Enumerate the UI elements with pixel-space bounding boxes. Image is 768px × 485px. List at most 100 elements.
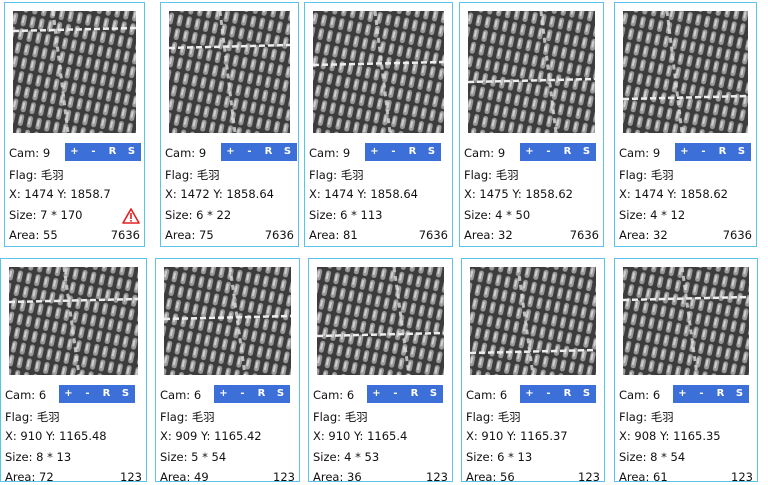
tool-button[interactable]: S	[737, 146, 746, 157]
tool-button[interactable]: R	[718, 146, 727, 157]
tool-button[interactable]: R	[410, 388, 419, 399]
flag-value: 毛羽	[497, 409, 521, 424]
cam-row: Cam: 6	[466, 388, 507, 402]
area-label: Area:	[313, 470, 344, 484]
defect-card: Cam: 6 + - R S Flag: 毛羽 X: 910 Y: 1165.4 Size: …	[308, 258, 453, 484]
tool-button[interactable]: R	[716, 388, 725, 399]
size-value: 4 * 12	[650, 207, 686, 222]
y-value: 1858.64	[226, 187, 274, 201]
tool-button[interactable]: -	[546, 388, 551, 399]
cam-value: 6	[193, 388, 202, 402]
defect-image	[313, 11, 444, 133]
area-value: 81	[343, 228, 358, 242]
tool-button[interactable]: +	[370, 146, 379, 157]
y-value: 1165.48	[59, 429, 107, 443]
card-id: 7636	[418, 228, 448, 242]
cam-row: Cam: 6	[160, 388, 201, 402]
tool-button[interactable]: +	[525, 388, 534, 399]
area-row: Area: 72	[5, 470, 54, 484]
position-row: X: 908 Y: 1165.35	[619, 429, 721, 443]
tool-button[interactable]: -	[391, 146, 396, 157]
area-row: Area: 32	[619, 228, 668, 242]
tool-button[interactable]: S	[582, 388, 591, 399]
tool-button[interactable]: S	[121, 388, 130, 399]
defect-image	[623, 267, 749, 375]
tool-button[interactable]: S	[582, 146, 591, 157]
area-value: 49	[194, 470, 209, 484]
defect-card: Cam: 9 + - R S Flag: 毛羽 X: 1474 Y: 1858.62 Size…	[614, 2, 757, 247]
cam-value: 9	[42, 146, 51, 160]
defect-card: Cam: 9 + - R S Flag: 毛羽 X: 1475 Y: 1858.62 Size…	[459, 2, 604, 247]
flag-label: Flag:	[160, 409, 189, 424]
size-label: Size:	[466, 449, 494, 464]
tool-button[interactable]: R	[408, 146, 417, 157]
defect-image	[164, 267, 291, 375]
tool-button[interactable]: -	[91, 146, 96, 157]
tool-button[interactable]: -	[247, 146, 252, 157]
button-bar: + - R S	[65, 143, 141, 161]
y-label: Y:	[660, 429, 670, 443]
x-value: 1475	[479, 187, 509, 201]
area-row: Area: 75	[165, 228, 214, 242]
flag-row: Flag: 毛羽	[619, 167, 674, 183]
tool-button[interactable]: R	[257, 388, 266, 399]
area-label: Area:	[309, 228, 340, 242]
position-row: X: 910 Y: 1165.4	[313, 429, 407, 443]
tool-button[interactable]: R	[264, 146, 273, 157]
tool-button[interactable]: -	[546, 146, 551, 157]
x-value: 908	[634, 429, 657, 443]
tool-button[interactable]: -	[85, 388, 90, 399]
tool-button[interactable]: +	[219, 388, 228, 399]
x-value: 909	[175, 429, 198, 443]
tool-button[interactable]: S	[283, 146, 292, 157]
flag-label: Flag:	[619, 409, 648, 424]
tool-button[interactable]: +	[372, 388, 381, 399]
tool-button[interactable]: S	[427, 146, 436, 157]
tool-button[interactable]: +	[525, 146, 534, 157]
x-value: 1472	[180, 187, 210, 201]
area-label: Area:	[619, 228, 650, 242]
y-label: Y:	[507, 429, 517, 443]
tool-button[interactable]: R	[102, 388, 111, 399]
tool-button[interactable]: +	[70, 146, 79, 157]
cam-label: Cam:	[619, 388, 650, 402]
tool-button[interactable]: S	[429, 388, 438, 399]
tool-button[interactable]: S	[735, 388, 744, 399]
tool-button[interactable]: S	[276, 388, 285, 399]
tool-button[interactable]: -	[393, 388, 398, 399]
flag-row: Flag: 毛羽	[9, 167, 64, 183]
tool-button[interactable]: +	[64, 388, 73, 399]
tool-button[interactable]: +	[678, 388, 687, 399]
tool-button[interactable]: R	[108, 146, 117, 157]
flag-label: Flag:	[619, 167, 648, 182]
tool-button[interactable]: R	[563, 146, 572, 157]
flag-value: 毛羽	[344, 409, 368, 424]
area-label: Area:	[466, 470, 497, 484]
cam-value: 9	[497, 146, 506, 160]
flag-value: 毛羽	[40, 167, 64, 182]
area-row: Area: 55	[9, 228, 58, 242]
flag-row: Flag: 毛羽	[466, 409, 521, 425]
size-label: Size:	[619, 207, 647, 222]
tool-button[interactable]: +	[226, 146, 235, 157]
area-label: Area:	[9, 228, 40, 242]
tool-button[interactable]: R	[563, 388, 572, 399]
defect-card: Cam: 6 + - R S Flag: 毛羽 X: 910 Y: 1165.37 Size:…	[461, 258, 605, 484]
size-row: Size: 8 * 13	[5, 450, 71, 464]
tool-button[interactable]: +	[680, 146, 689, 157]
tool-button[interactable]: S	[127, 146, 136, 157]
area-row: Area: 36	[313, 470, 362, 484]
y-value: 1858.62	[525, 187, 573, 201]
y-label: Y:	[46, 429, 56, 443]
cam-label: Cam:	[464, 146, 495, 160]
defect-card: Cam: 9 + - R S Flag: 毛羽 X: 1474 Y: 1858.7 Size:…	[4, 2, 145, 247]
size-value: 8 * 13	[36, 449, 72, 464]
tool-button[interactable]: -	[240, 388, 245, 399]
defect-image	[468, 11, 595, 133]
tool-button[interactable]: -	[701, 146, 706, 157]
card-id: 123	[731, 470, 753, 484]
area-row: Area: 49	[160, 470, 209, 484]
tool-button[interactable]: -	[699, 388, 704, 399]
cam-row: Cam: 6	[313, 388, 354, 402]
